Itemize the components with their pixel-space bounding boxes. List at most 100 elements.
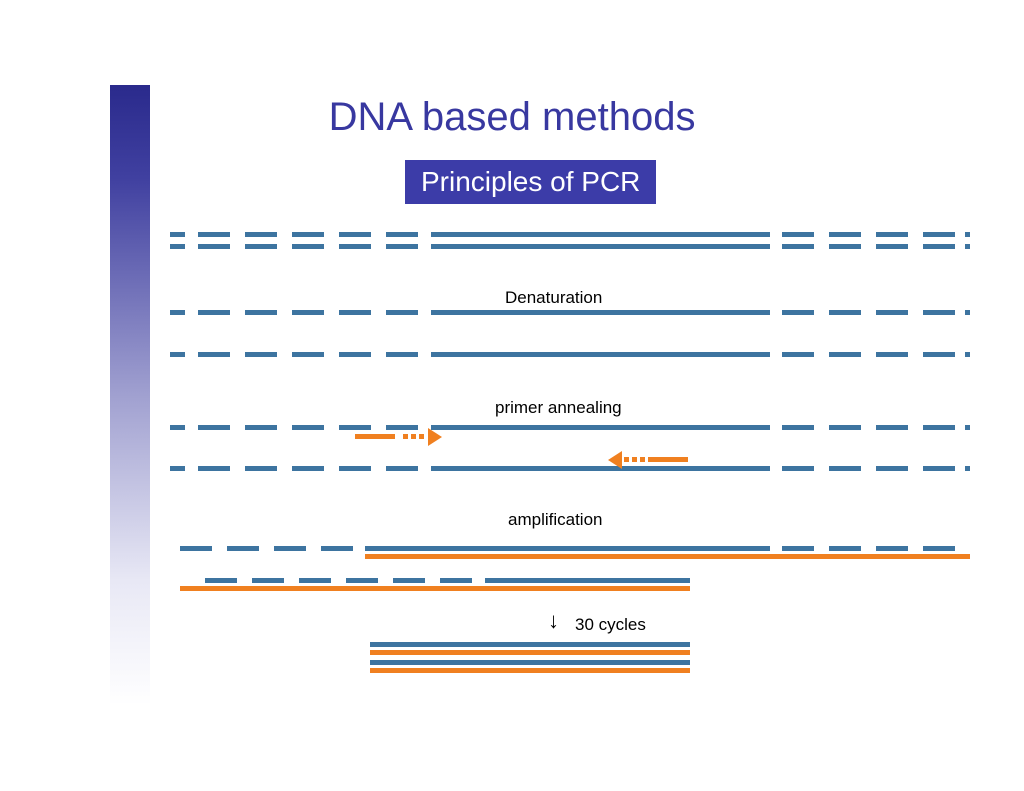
strand-segment — [782, 244, 814, 249]
strand-segment — [245, 425, 277, 430]
label-amplification: amplification — [508, 510, 603, 530]
strand-segment — [180, 546, 212, 551]
strand-segment — [346, 578, 378, 583]
strand-segment — [782, 546, 814, 551]
strand-segment — [170, 352, 185, 357]
strand-segment — [198, 232, 230, 237]
strand-segment — [431, 425, 770, 430]
strand-segment — [370, 668, 690, 673]
strand-segment — [782, 352, 814, 357]
strand-segment — [370, 650, 690, 655]
strand-segment — [876, 425, 908, 430]
strand-segment — [370, 660, 690, 665]
strand-segment — [485, 578, 690, 583]
strand-segment — [198, 352, 230, 357]
strand-segment — [170, 310, 185, 315]
strand-segment — [245, 310, 277, 315]
strand-segment — [339, 232, 371, 237]
strand-segment — [923, 546, 955, 551]
strand-segment — [440, 578, 472, 583]
strand-segment — [782, 466, 814, 471]
strand-segment — [292, 352, 324, 357]
strand-segment — [292, 232, 324, 237]
primer-dot — [403, 434, 408, 439]
primer-arrow-left-icon — [608, 451, 622, 469]
strand-segment — [339, 425, 371, 430]
strand-segment — [170, 244, 185, 249]
strand-segment — [965, 466, 970, 471]
strand-segment — [170, 232, 185, 237]
strand-segment — [829, 310, 861, 315]
strand-segment — [386, 425, 418, 430]
strand-segment — [170, 466, 185, 471]
strand-segment — [923, 466, 955, 471]
strand-segment — [431, 232, 770, 237]
strand-segment — [648, 457, 688, 462]
strand-segment — [198, 310, 230, 315]
strand-segment — [292, 244, 324, 249]
strand-segment — [431, 466, 770, 471]
strand-segment — [965, 425, 970, 430]
strand-segment — [339, 466, 371, 471]
primer-dot — [632, 457, 637, 462]
strand-segment — [321, 546, 353, 551]
strand-segment — [829, 546, 861, 551]
strand-segment — [245, 466, 277, 471]
strand-segment — [876, 352, 908, 357]
down-arrow-icon: ↓ — [548, 608, 559, 634]
strand-segment — [431, 244, 770, 249]
strand-segment — [965, 232, 970, 237]
page-title: DNA based methods — [0, 95, 1024, 140]
strand-segment — [355, 434, 395, 439]
strand-segment — [198, 466, 230, 471]
strand-segment — [829, 466, 861, 471]
strand-segment — [876, 310, 908, 315]
strand-segment — [180, 586, 690, 591]
strand-segment — [876, 244, 908, 249]
strand-segment — [205, 578, 237, 583]
strand-segment — [170, 425, 185, 430]
strand-segment — [829, 244, 861, 249]
strand-segment — [923, 232, 955, 237]
label-primer-annealing: primer annealing — [495, 398, 622, 418]
decorative-sidebar — [110, 85, 150, 705]
strand-segment — [965, 244, 970, 249]
strand-segment — [923, 425, 955, 430]
strand-segment — [386, 232, 418, 237]
strand-segment — [227, 546, 259, 551]
strand-segment — [274, 546, 306, 551]
strand-segment — [386, 310, 418, 315]
strand-segment — [386, 466, 418, 471]
strand-segment — [782, 425, 814, 430]
strand-segment — [386, 244, 418, 249]
strand-segment — [829, 232, 861, 237]
strand-segment — [782, 310, 814, 315]
strand-segment — [245, 352, 277, 357]
strand-segment — [299, 578, 331, 583]
strand-segment — [339, 352, 371, 357]
strand-segment — [292, 425, 324, 430]
strand-segment — [431, 352, 770, 357]
primer-dot — [624, 457, 629, 462]
primer-dot — [640, 457, 645, 462]
strand-segment — [876, 232, 908, 237]
strand-segment — [339, 310, 371, 315]
strand-segment — [393, 578, 425, 583]
strand-segment — [198, 425, 230, 430]
label-cycles: 30 cycles — [575, 615, 646, 635]
strand-segment — [198, 244, 230, 249]
strand-segment — [876, 546, 908, 551]
strand-segment — [292, 310, 324, 315]
strand-segment — [370, 642, 690, 647]
strand-segment — [339, 244, 371, 249]
strand-segment — [923, 310, 955, 315]
primer-dot — [411, 434, 416, 439]
strand-segment — [245, 244, 277, 249]
primer-arrow-right-icon — [428, 428, 442, 446]
strand-segment — [431, 310, 770, 315]
strand-segment — [292, 466, 324, 471]
strand-segment — [252, 578, 284, 583]
label-denaturation: Denaturation — [505, 288, 602, 308]
strand-segment — [829, 352, 861, 357]
strand-segment — [245, 232, 277, 237]
